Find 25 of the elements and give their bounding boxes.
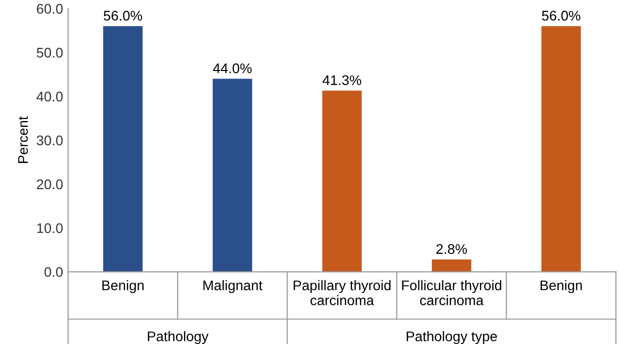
bar <box>541 26 581 272</box>
bar <box>212 78 252 272</box>
x-tick-label: Papillary thyroid carcinoma <box>294 280 391 306</box>
x-tick-label: Benign <box>102 280 144 294</box>
y-axis-title: Percent <box>18 116 28 163</box>
data-label: 41.3% <box>322 75 362 86</box>
y-tick-label: 0.0 <box>44 267 63 277</box>
y-tick-label: 30.0 <box>36 136 63 146</box>
y-tick-label: 20.0 <box>36 179 63 190</box>
data-label: 56.0% <box>104 10 142 21</box>
x-tick-label: Follicular thyroid carcinoma <box>402 280 502 306</box>
y-tick-label: 10.0 <box>37 223 63 234</box>
y-tick-label: 40.0 <box>36 92 63 102</box>
y-tick-label: 50.0 <box>36 48 63 58</box>
data-label: 2.8% <box>436 244 467 254</box>
text: Pathology <box>148 331 209 344</box>
bar <box>103 26 143 272</box>
x-tick-label: Malignant <box>203 280 262 294</box>
data-label: 44.0% <box>213 63 252 74</box>
x-tick-label: Benign <box>540 280 582 294</box>
data-label: 56.0% <box>542 10 580 21</box>
y-tick-label: 60.0 <box>36 4 63 14</box>
text: Pathology type <box>406 331 497 344</box>
bar <box>322 90 362 272</box>
bar <box>432 259 472 272</box>
